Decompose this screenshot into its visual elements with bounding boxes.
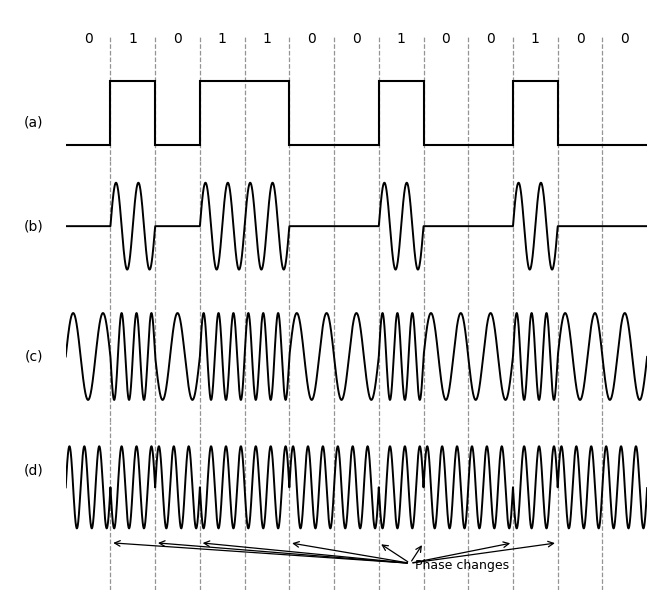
Text: (c): (c) (25, 350, 43, 364)
Text: 0: 0 (486, 32, 495, 46)
Text: 1: 1 (218, 32, 227, 46)
Text: 1: 1 (397, 32, 405, 46)
Text: (a): (a) (24, 116, 43, 129)
Text: 0: 0 (83, 32, 93, 46)
Text: 0: 0 (173, 32, 182, 46)
Text: 1: 1 (128, 32, 137, 46)
Text: 0: 0 (352, 32, 361, 46)
Text: 0: 0 (620, 32, 629, 46)
Text: Phase changes: Phase changes (415, 559, 509, 572)
Text: 1: 1 (531, 32, 540, 46)
Text: 0: 0 (442, 32, 450, 46)
Text: (d): (d) (24, 464, 43, 478)
Text: (b): (b) (24, 219, 43, 233)
Text: 0: 0 (307, 32, 316, 46)
Text: 1: 1 (263, 32, 271, 46)
Text: 0: 0 (576, 32, 585, 46)
